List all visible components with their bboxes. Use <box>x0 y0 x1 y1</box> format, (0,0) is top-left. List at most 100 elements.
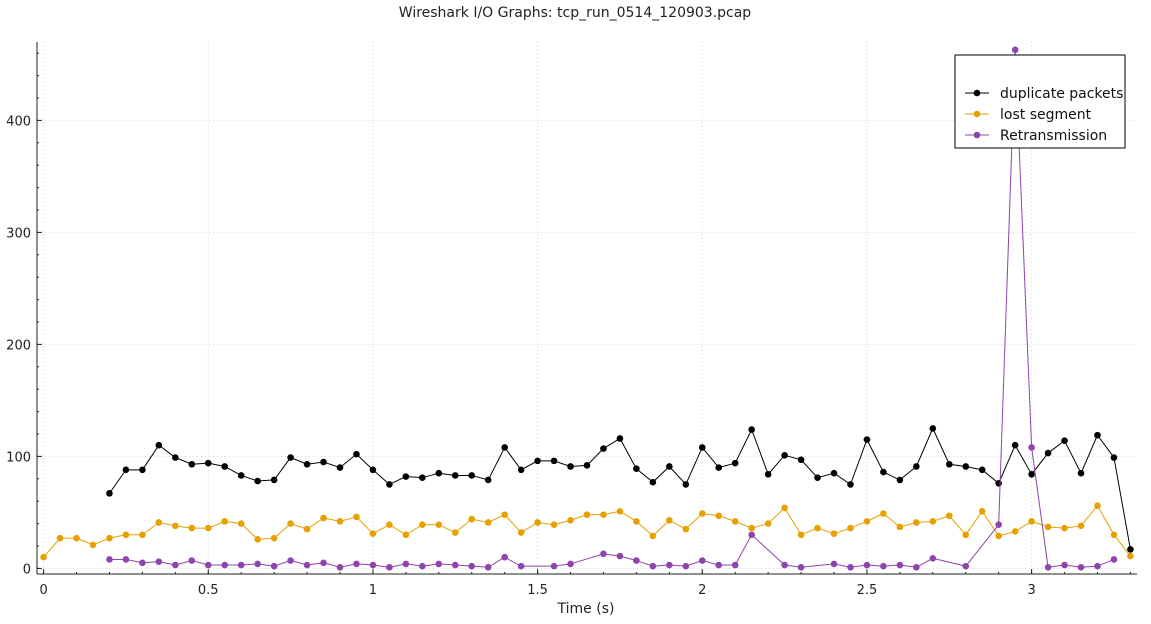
data-point <box>715 464 723 471</box>
data-point <box>830 469 838 477</box>
data-point <box>287 520 294 527</box>
data-point <box>89 541 97 549</box>
data-point <box>1044 523 1052 531</box>
data-point <box>484 563 492 571</box>
data-point <box>682 525 690 533</box>
data-point <box>797 531 805 539</box>
data-point <box>1077 469 1085 477</box>
data-point <box>254 560 261 568</box>
data-point <box>188 460 196 468</box>
data-point <box>517 529 525 536</box>
data-point <box>1028 444 1035 451</box>
data-point <box>1061 437 1068 445</box>
data-point <box>945 460 953 468</box>
x-tick-label: 0.5 <box>198 583 219 598</box>
data-point <box>781 451 788 459</box>
data-point <box>484 476 492 484</box>
legend-label: lost segment <box>1000 107 1092 123</box>
data-point <box>501 511 508 518</box>
data-point <box>682 481 690 488</box>
data-point <box>600 445 607 452</box>
data-point <box>880 510 887 517</box>
data-point <box>270 534 278 542</box>
data-point <box>435 521 443 529</box>
data-point <box>287 454 294 461</box>
data-point <box>534 519 541 526</box>
data-point <box>863 518 871 525</box>
data-point <box>353 450 360 458</box>
data-point <box>583 462 591 469</box>
data-point <box>369 561 377 569</box>
data-point <box>106 490 113 497</box>
data-point <box>847 563 854 571</box>
x-tick-label: 0 <box>39 583 47 598</box>
data-point <box>880 562 887 570</box>
data-point <box>550 457 558 465</box>
data-point <box>1077 563 1085 571</box>
data-point <box>1061 524 1068 532</box>
data-point <box>1094 431 1101 439</box>
data-point <box>402 560 410 568</box>
data-point <box>1110 454 1118 461</box>
data-point <box>517 562 525 570</box>
data-point <box>929 555 937 562</box>
data-point <box>320 458 327 466</box>
data-point <box>188 524 196 532</box>
data-point <box>1011 46 1019 54</box>
x-tick-label: 2.5 <box>857 583 878 598</box>
data-point <box>320 514 327 522</box>
data-point <box>270 476 278 484</box>
data-point <box>106 556 113 563</box>
data-point <box>1110 556 1118 563</box>
data-point <box>1011 528 1019 535</box>
data-point <box>336 518 344 525</box>
data-point <box>369 466 377 474</box>
data-point <box>451 561 459 569</box>
legend-label: Retransmission <box>1000 128 1107 144</box>
data-point <box>567 463 574 470</box>
data-point <box>386 563 393 571</box>
data-point <box>468 472 476 479</box>
data-point <box>468 515 476 523</box>
data-point <box>764 471 772 478</box>
data-point <box>1127 546 1134 553</box>
data-point <box>583 511 591 518</box>
data-point <box>962 463 970 470</box>
data-point <box>139 466 146 474</box>
data-point <box>501 444 508 451</box>
series-line <box>109 427 1131 550</box>
y-tick-label: 300 <box>6 226 31 241</box>
y-tick-label: 400 <box>6 114 31 129</box>
data-point <box>814 474 821 481</box>
data-point <box>995 532 1002 540</box>
data-point <box>731 561 739 569</box>
data-point <box>172 561 179 569</box>
data-point <box>649 532 657 540</box>
y-tick-label: 0 <box>23 562 31 577</box>
data-point <box>155 519 163 526</box>
data-point <box>221 463 229 470</box>
data-point <box>830 560 838 568</box>
data-point <box>962 531 970 539</box>
data-point <box>517 466 525 474</box>
data-point <box>896 476 904 484</box>
data-point <box>616 435 624 442</box>
data-point <box>600 511 607 518</box>
data-point <box>995 521 1002 529</box>
data-point <box>913 563 920 571</box>
data-point <box>155 441 163 449</box>
data-point <box>204 459 212 467</box>
data-point <box>254 535 261 543</box>
data-point <box>863 561 871 569</box>
data-point <box>221 518 229 525</box>
data-point <box>567 516 574 524</box>
data-point <box>122 556 130 563</box>
data-point <box>270 562 278 570</box>
data-point <box>40 553 47 561</box>
x-tick-label: 1 <box>369 583 377 598</box>
data-point <box>748 426 755 433</box>
data-point <box>1044 563 1052 571</box>
data-point <box>1044 449 1052 457</box>
data-point <box>863 436 871 443</box>
y-tick-label: 200 <box>6 338 31 353</box>
